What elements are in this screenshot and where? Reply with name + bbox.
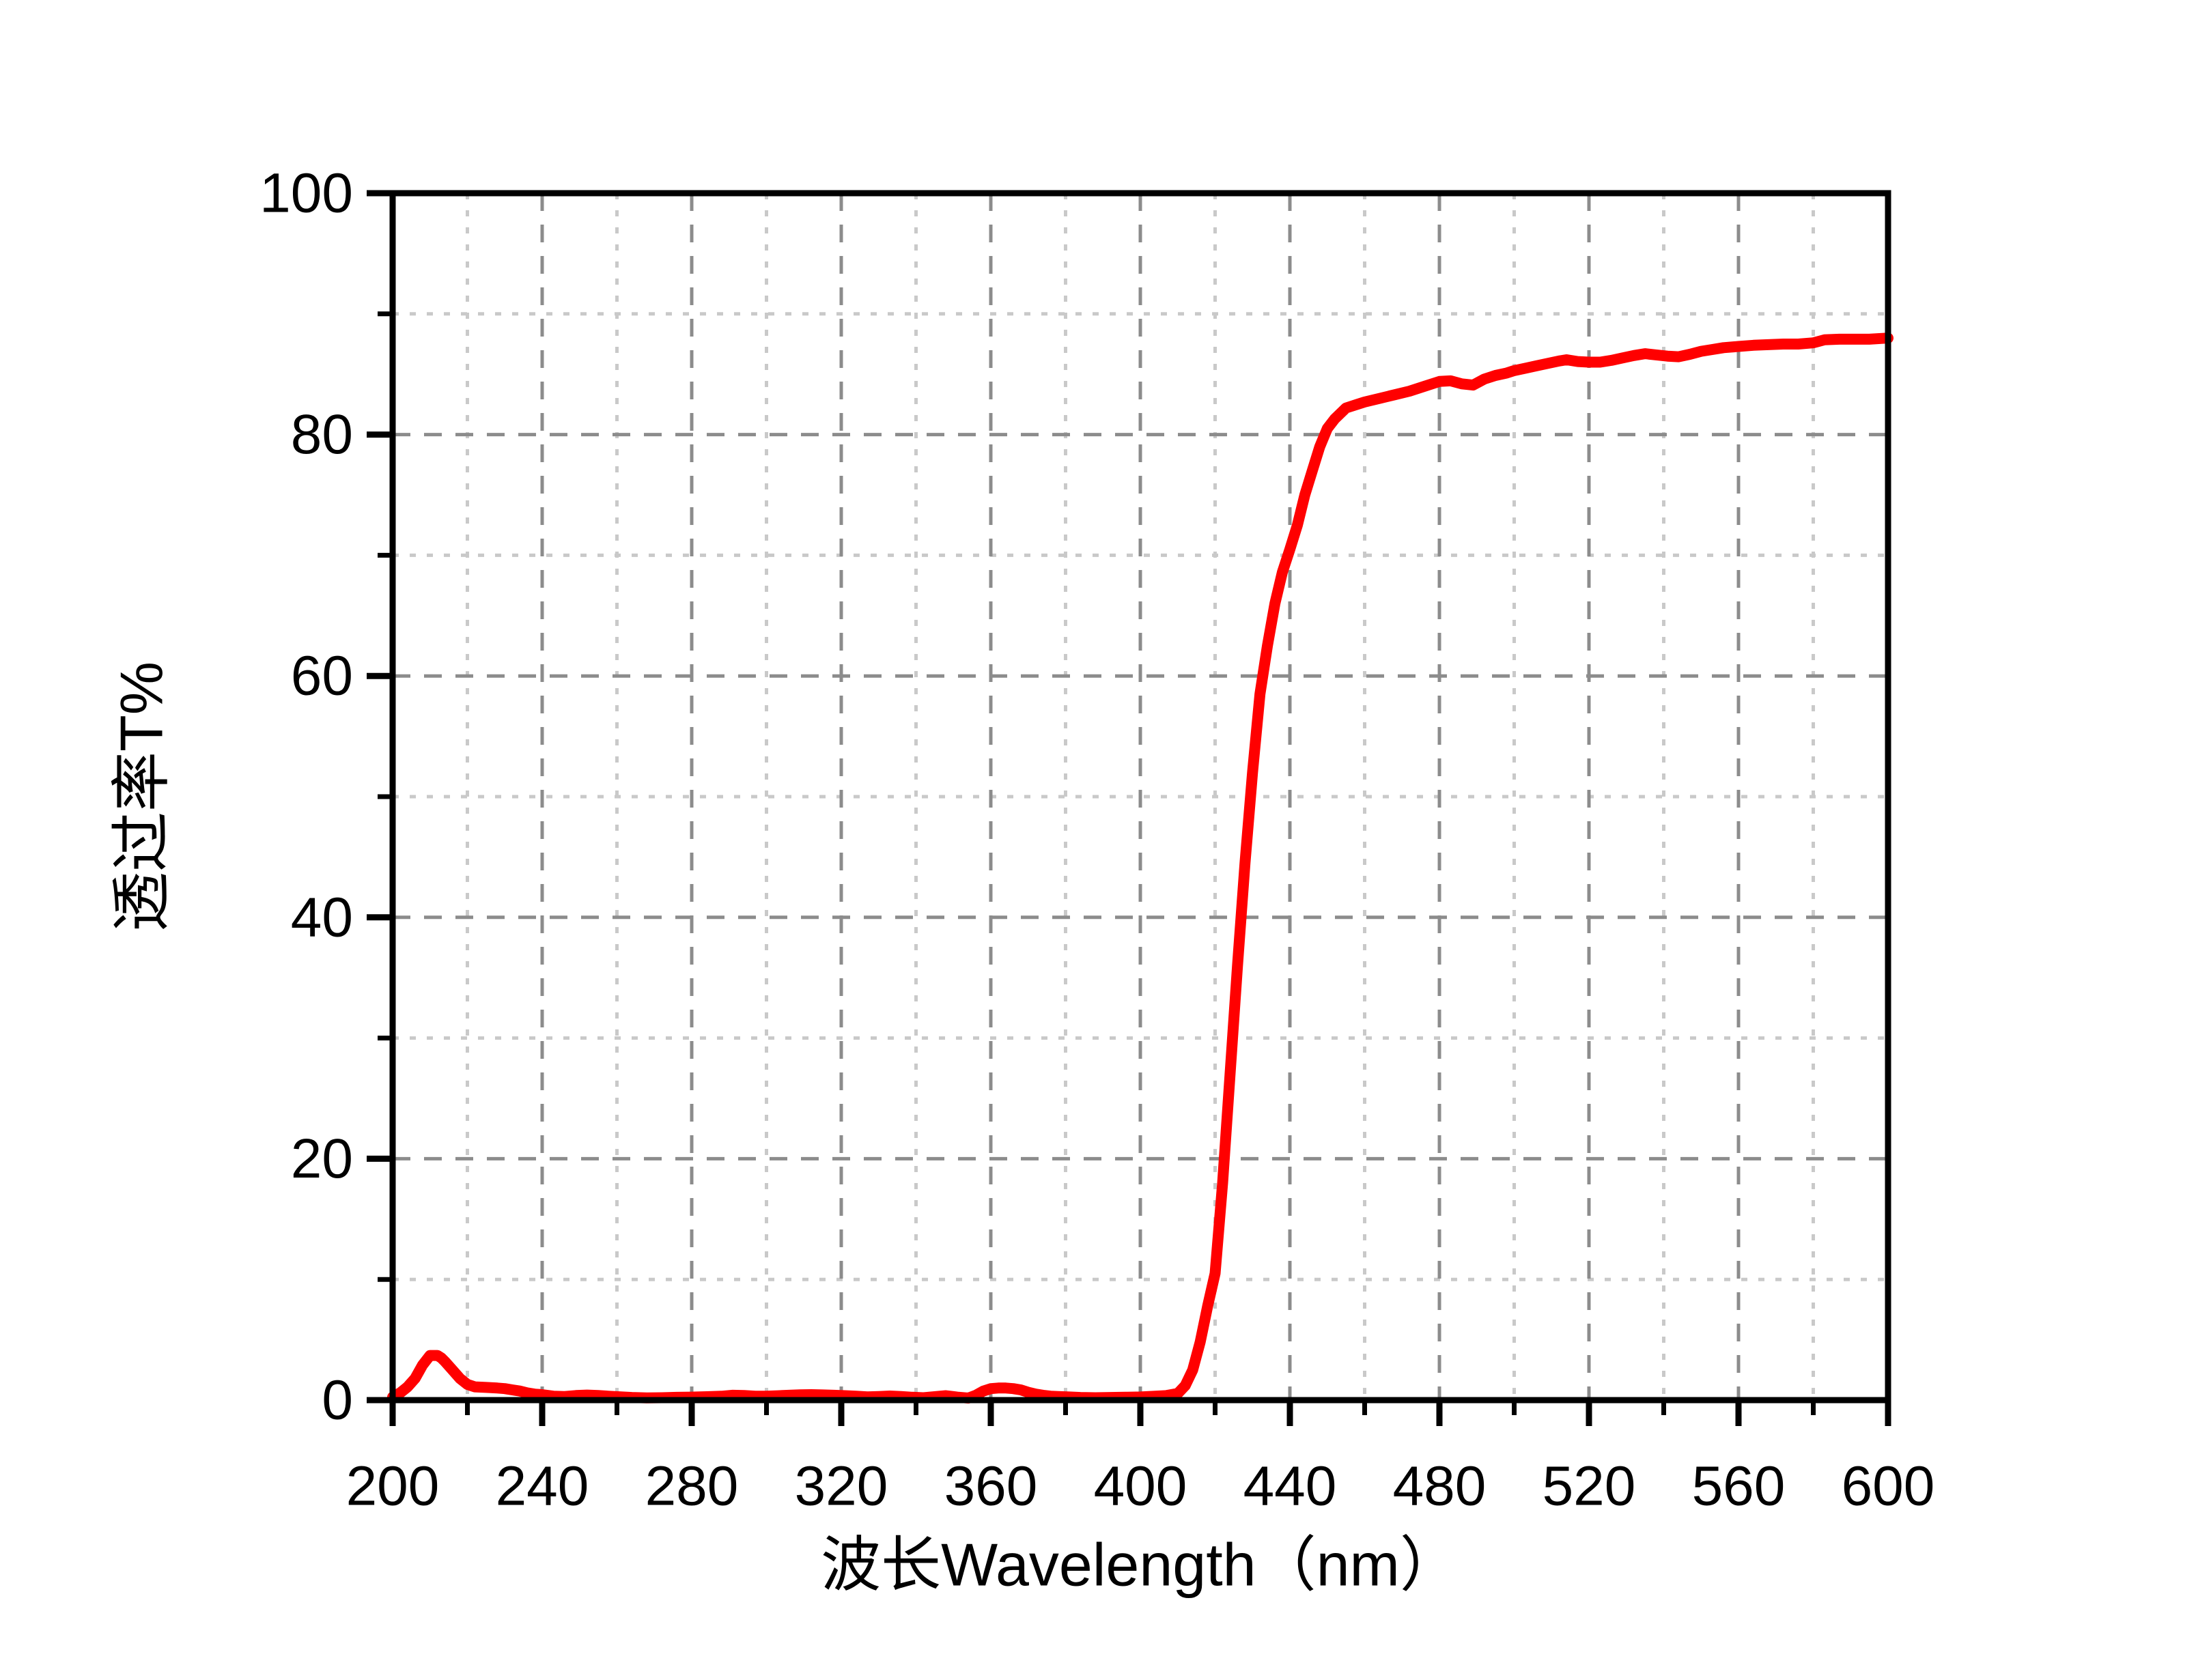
x-tick-label: 400 [1094,1455,1187,1517]
y-axis-title: 透过率T% [107,661,175,932]
y-tick-label: 60 [291,645,353,707]
x-tick-label: 320 [795,1455,888,1517]
x-tick-label: 600 [1842,1455,1935,1517]
x-tick-label: 520 [1543,1455,1636,1517]
x-tick-label: 280 [645,1455,739,1517]
x-tick-label: 240 [496,1455,589,1517]
y-tick-label: 0 [322,1369,353,1432]
x-tick-label: 200 [346,1455,440,1517]
x-axis-title: 波长Wavelength（nm） [821,1530,1460,1599]
y-tick-label: 80 [291,403,353,466]
x-tick-label: 480 [1393,1455,1487,1517]
y-tick-label: 100 [259,162,353,225]
y-tick-label: 20 [291,1128,353,1190]
x-tick-label: 560 [1692,1455,1786,1517]
x-tick-label: 440 [1243,1455,1337,1517]
y-tick-label: 40 [291,886,353,948]
x-tick-label: 360 [944,1455,1038,1517]
